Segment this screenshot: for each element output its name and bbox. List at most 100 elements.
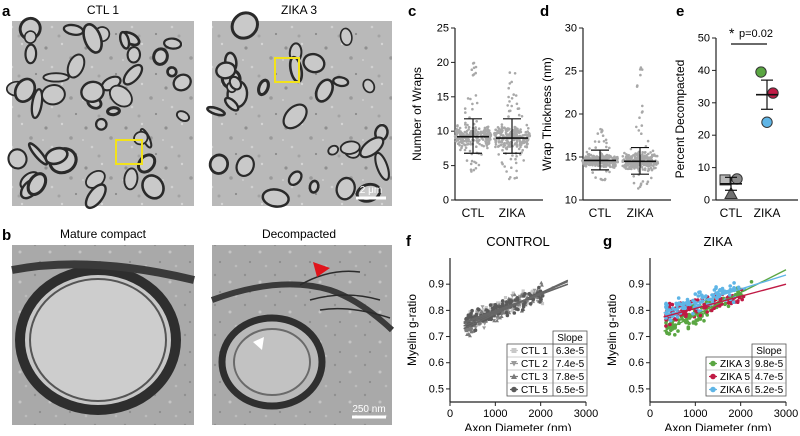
data-point bbox=[647, 152, 650, 156]
data-point bbox=[651, 149, 655, 153]
data-point bbox=[540, 294, 545, 298]
data-point bbox=[602, 155, 606, 159]
data-point bbox=[597, 140, 601, 143]
data-point bbox=[537, 285, 541, 290]
data-point bbox=[628, 156, 631, 159]
y-tick-label: 15 bbox=[565, 152, 577, 164]
data-point bbox=[514, 126, 517, 129]
data-point bbox=[500, 299, 505, 303]
x-tick-label: 2000 bbox=[528, 408, 552, 420]
myelinated-axon bbox=[141, 174, 165, 200]
data-point bbox=[508, 298, 512, 303]
compact-axon-inner bbox=[29, 278, 167, 402]
data-point bbox=[641, 104, 644, 108]
data-point bbox=[646, 157, 650, 161]
data-point bbox=[503, 141, 506, 145]
data-point bbox=[767, 87, 779, 99]
data-point bbox=[611, 164, 615, 167]
data-point bbox=[749, 280, 754, 284]
data-point bbox=[475, 101, 479, 105]
data-point bbox=[507, 115, 510, 118]
data-point bbox=[484, 142, 488, 145]
data-point bbox=[458, 126, 462, 130]
data-point bbox=[609, 165, 612, 169]
legend-slope: 5.2e-5 bbox=[755, 385, 784, 396]
data-point bbox=[633, 156, 637, 160]
data-point bbox=[522, 138, 525, 142]
panel-e: e * p=0.02 0 10 20 30 40 50 Percent Decompacte… bbox=[673, 3, 798, 220]
data-point bbox=[698, 313, 703, 318]
data-point bbox=[532, 288, 537, 293]
y-tick-label: 0 bbox=[443, 195, 449, 207]
data-point bbox=[641, 180, 645, 183]
data-point bbox=[629, 147, 633, 151]
x-category-label: CTL bbox=[462, 206, 485, 220]
data-point bbox=[475, 145, 478, 148]
data-point bbox=[720, 286, 725, 291]
data-point bbox=[525, 133, 528, 137]
data-point bbox=[478, 320, 483, 325]
data-point bbox=[517, 304, 521, 308]
data-point bbox=[515, 169, 518, 173]
data-point bbox=[463, 143, 467, 147]
data-point bbox=[465, 143, 469, 146]
y-tick-label: 0.7 bbox=[629, 331, 644, 343]
data-point bbox=[489, 305, 493, 310]
data-point bbox=[486, 309, 490, 313]
data-point bbox=[638, 185, 642, 189]
data-point bbox=[521, 302, 526, 307]
data-point bbox=[645, 162, 648, 165]
y-tick-label: 50 bbox=[698, 33, 710, 45]
data-point bbox=[514, 161, 518, 165]
myelinated-axon bbox=[261, 188, 290, 208]
data-point bbox=[673, 326, 677, 330]
y-tick-label: 0.7 bbox=[429, 331, 444, 343]
data-point bbox=[676, 296, 681, 300]
myelinated-axon bbox=[26, 172, 48, 197]
data-point bbox=[516, 107, 520, 110]
myelinated-axon bbox=[359, 136, 385, 159]
data-point bbox=[656, 161, 659, 164]
y-tick-label: 15 bbox=[437, 91, 449, 103]
data-point bbox=[515, 176, 518, 179]
data-point bbox=[640, 124, 644, 127]
data-point bbox=[464, 121, 467, 125]
x-tick-label: 1000 bbox=[483, 408, 507, 420]
myelinated-axon bbox=[332, 76, 350, 88]
data-point bbox=[594, 176, 597, 179]
data-point bbox=[501, 148, 504, 152]
data-point bbox=[514, 142, 518, 146]
data-point bbox=[510, 309, 514, 313]
data-point bbox=[727, 293, 732, 297]
data-point bbox=[481, 138, 485, 141]
data-point bbox=[466, 313, 471, 318]
data-point bbox=[504, 310, 509, 315]
data-point bbox=[527, 127, 530, 130]
data-point bbox=[521, 148, 524, 152]
data-point bbox=[602, 140, 606, 143]
data-point bbox=[645, 182, 649, 186]
data-point bbox=[609, 155, 612, 158]
data-point bbox=[469, 97, 472, 101]
data-point bbox=[505, 139, 508, 142]
data-point bbox=[489, 138, 492, 141]
data-point bbox=[513, 177, 516, 180]
data-point bbox=[510, 80, 513, 84]
data-point bbox=[531, 297, 536, 302]
data-point bbox=[664, 306, 669, 311]
data-point bbox=[514, 307, 519, 311]
data-point bbox=[504, 146, 508, 150]
y-tick-label: 0.5 bbox=[429, 383, 444, 395]
data-point bbox=[676, 329, 680, 333]
data-point bbox=[528, 293, 533, 298]
data-point bbox=[468, 149, 472, 153]
data-point bbox=[474, 65, 478, 69]
myelinated-axon bbox=[282, 103, 308, 130]
data-point bbox=[601, 134, 605, 137]
decompacted-lamellae bbox=[299, 270, 391, 319]
legend-marker bbox=[511, 373, 517, 379]
legend-header: Slope bbox=[756, 346, 782, 357]
data-point bbox=[464, 317, 468, 321]
data-point bbox=[505, 142, 509, 145]
data-point bbox=[455, 129, 458, 133]
